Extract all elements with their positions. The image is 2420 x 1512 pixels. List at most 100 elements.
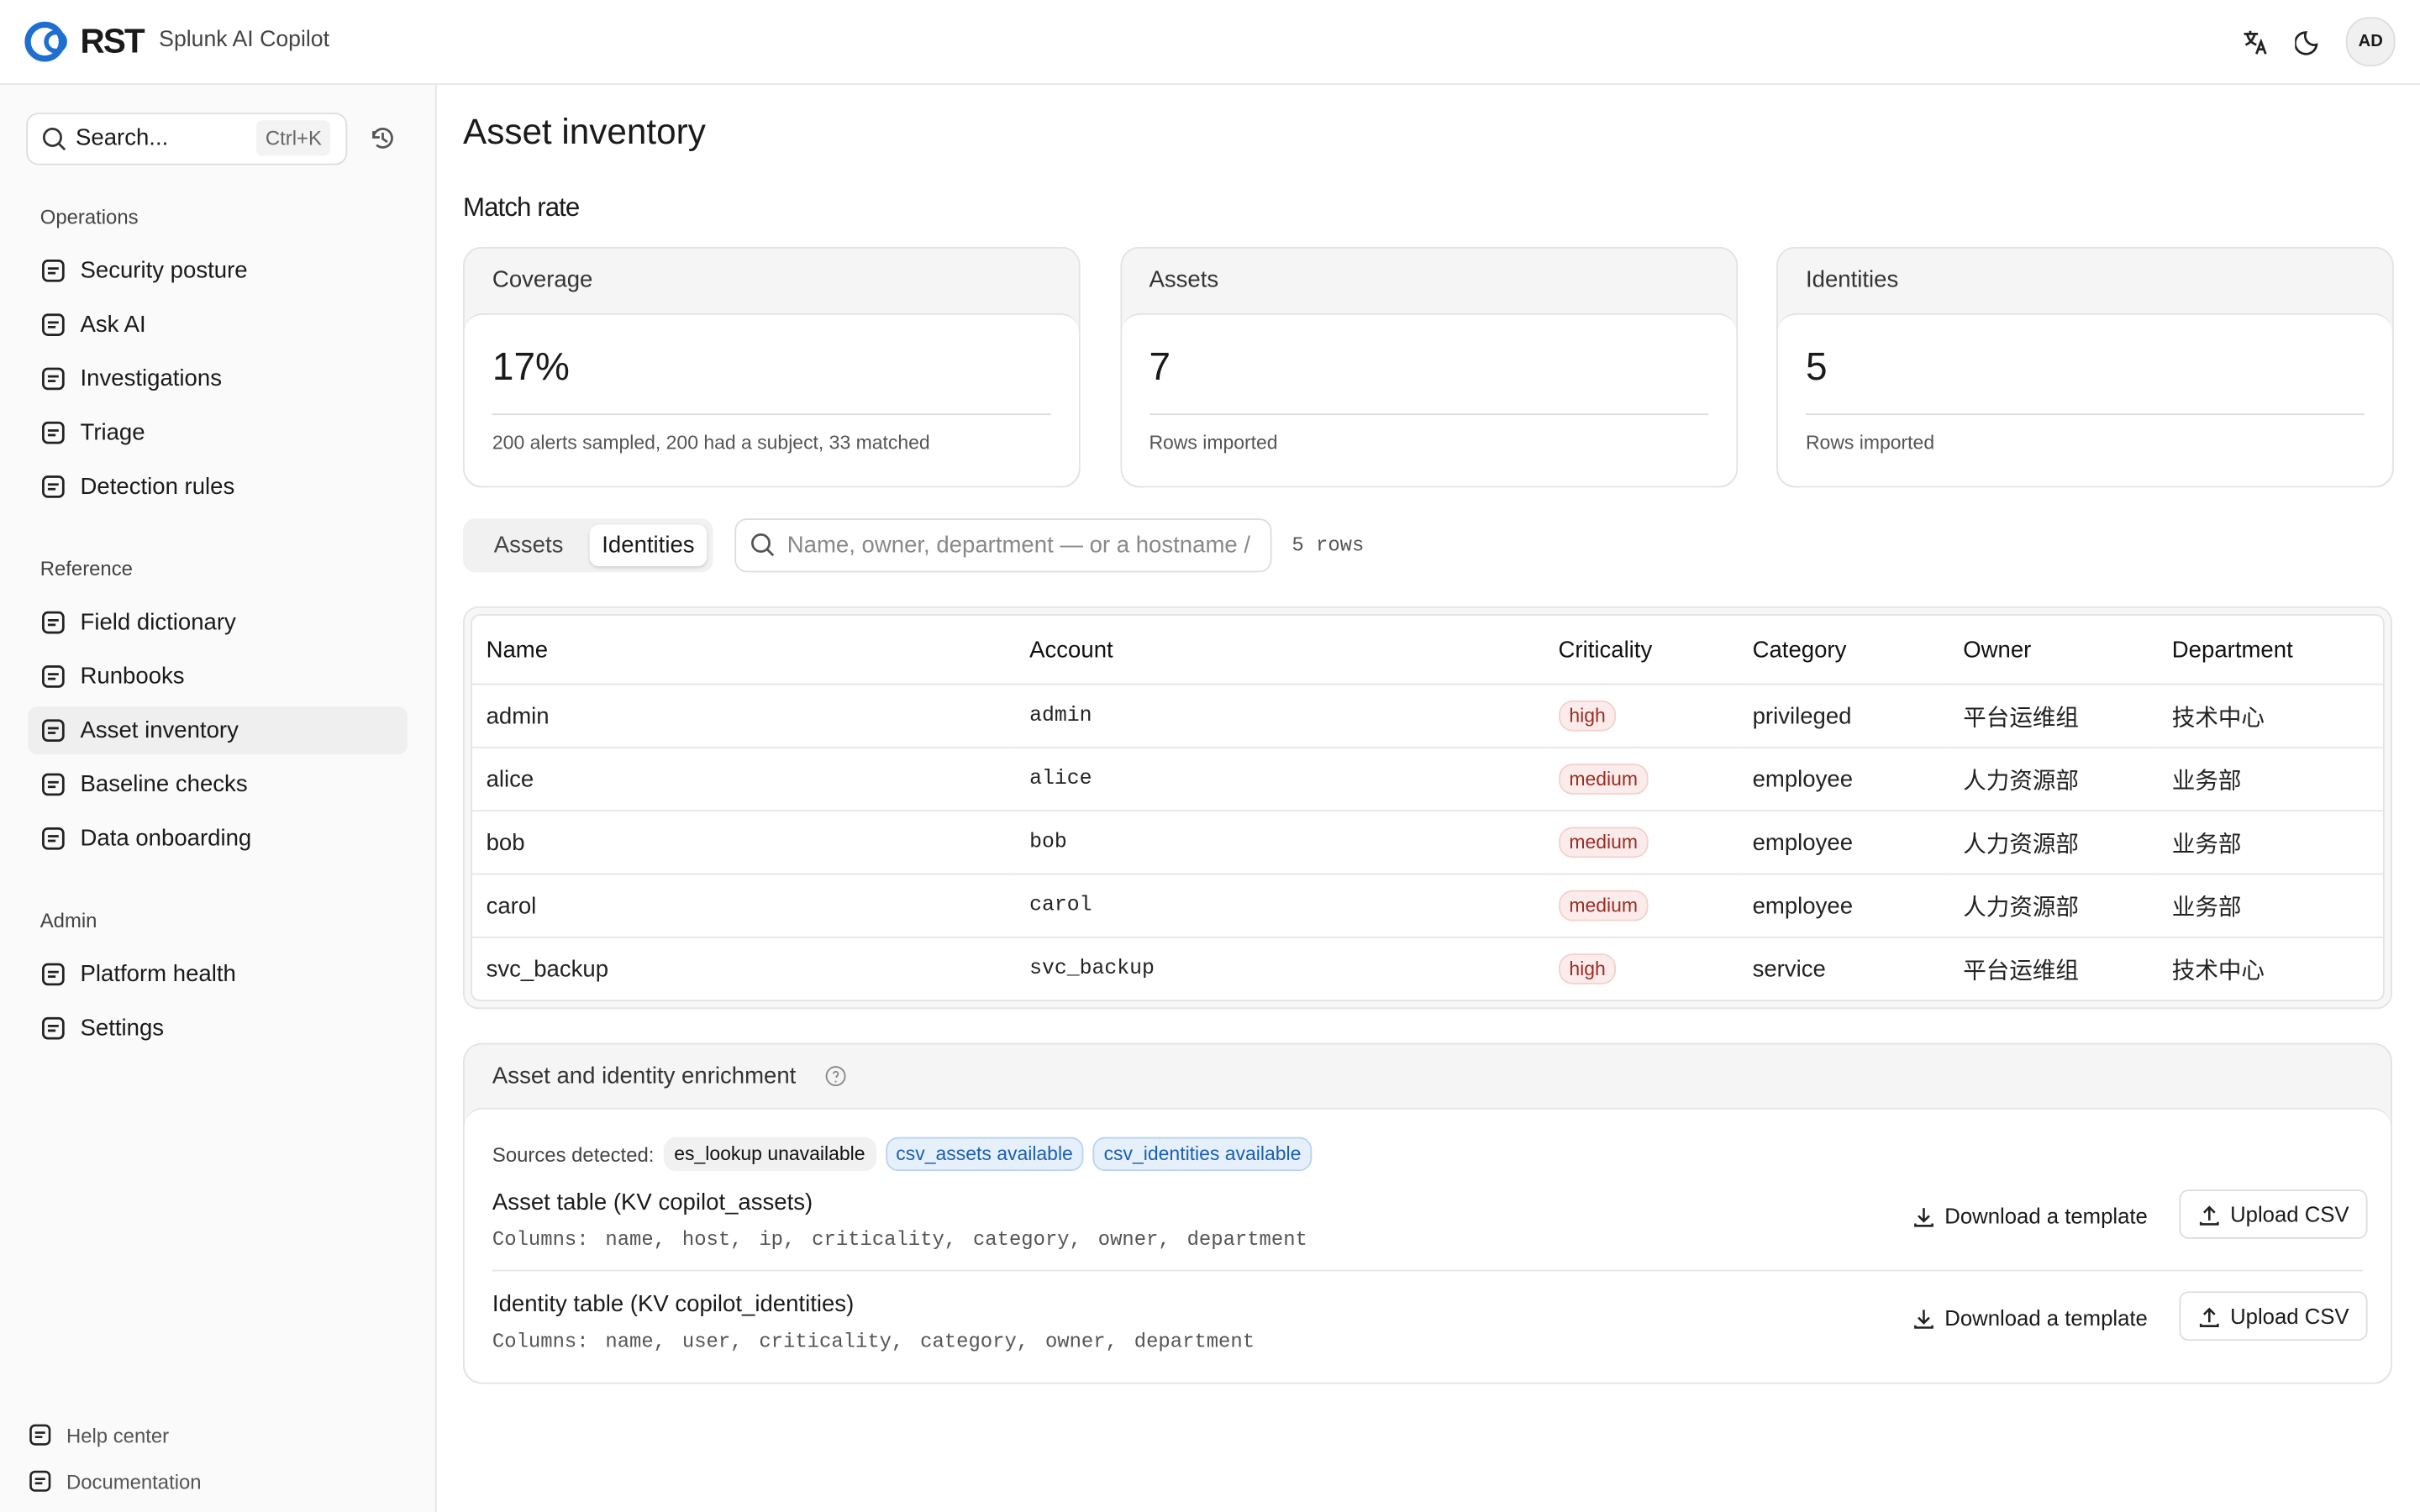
identities-table: Name Account Criticality Category Owner Depar… [472,615,2383,1000]
nav-item[interactable]: Detection rules [28,463,408,511]
nav-icon [42,421,65,444]
cell: 业务部 [2158,811,2383,875]
cell: 技术中心 [2158,684,2383,748]
table-row: bob bob medium employee 人力资源部 业务部 [472,811,2383,875]
nav-section-title: Reference [39,557,133,580]
nav-item[interactable]: Baseline checks [28,761,408,809]
source-badge: csv_assets available [885,1137,1084,1172]
cell: 平台运维组 [1963,957,2079,984]
tab[interactable]: Assets [493,532,564,559]
avatar[interactable]: AD [2345,17,2396,66]
nav-label: Ask AI [80,312,146,339]
cell: 业务部 [2158,874,2383,938]
nav-item[interactable]: Investigations [28,354,408,402]
nav-icon [42,773,65,796]
cell: 平台运维组 [1949,684,2159,748]
cell: high [1544,684,1739,748]
upload-icon [2199,1306,2219,1327]
nav-item[interactable]: Field dictionary [28,599,408,647]
nav-label: Detection rules [80,473,235,501]
nav-icon [42,367,65,391]
nav-label: Field dictionary [80,609,236,636]
theme-button[interactable] [2295,28,2323,55]
search-box[interactable]: Search... Ctrl+K [26,113,348,165]
cell: alice [472,747,1016,812]
nav-item[interactable]: Runbooks [28,653,408,701]
tabs: Assets Identities [463,518,713,573]
nav-item[interactable]: Data onboarding [28,815,408,863]
nav-item[interactable]: Asset inventory [28,706,408,755]
nav-label: Settings [80,1015,165,1042]
nav-item[interactable]: Platform health [28,950,408,998]
nav-item[interactable]: Security posture [28,247,408,295]
cell: high [1544,937,1739,1000]
upload-csv[interactable]: Upload CSV [2179,1291,2368,1341]
cell: 人力资源部 [1949,811,2159,875]
download-template[interactable]: Download a template [1912,1305,2148,1330]
cell: privileged [1739,684,1949,748]
cell: svc_backup [486,955,609,983]
stat-rule [492,413,1051,416]
help-icon[interactable] [824,1064,848,1088]
stat-card: Coverage 17% 200 alerts sampled, 200 had a… [463,246,1081,488]
cell: 人力资源部 [1949,874,2159,938]
upload-icon [2199,1205,2219,1225]
nav-item[interactable]: Settings [28,1005,408,1053]
nav-item[interactable]: Ask AI [28,301,408,349]
language-button[interactable] [2241,28,2269,55]
cell: employee [1739,811,1949,875]
cell: employee [1739,874,1949,938]
cell: service [1752,955,1826,983]
stat-note: Rows imported [1805,432,1935,454]
product-name: Splunk AI Copilot [159,28,330,53]
stat-rule [1149,413,1708,416]
download-label: Download a template [1944,1203,2148,1229]
cell: medium [1544,747,1739,812]
cell: carol [1015,874,1544,938]
cell: medium [1544,811,1739,875]
sources: Sources detected: es_lookup unavailable cs… [492,1137,1313,1172]
nav-icon [29,1470,51,1492]
criticality-pill: medium [1558,827,1649,858]
footer-link[interactable]: Help center [28,1412,202,1458]
nav-label: Data onboarding [80,825,252,852]
download-icon [1914,1207,1933,1226]
cell: employee [1739,747,1949,812]
nav: Operations Security posture Ask AI Investig… [0,205,435,1058]
table-columns: Columns: name, user, criticality, catego… [492,1330,1255,1353]
filter-input[interactable]: Name, owner, department — or a hostname … [734,518,1272,573]
cell: 业务部 [2158,747,2383,812]
nav-icon [29,1424,51,1446]
enrichment-panel: Asset and identity enrichment Sources de… [463,1042,2392,1384]
upload-csv[interactable]: Upload CSV [2179,1189,2368,1239]
nav-label: Baseline checks [80,771,248,798]
stat-rule [1805,413,2365,416]
filter-placeholder: Name, owner, department — or a hostname … [786,532,1251,559]
column-header: Department [2158,615,2383,685]
stat-body: 7 Rows imported [1121,312,1736,486]
nav-item[interactable]: Triage [28,409,408,457]
shortcut: Ctrl+K [255,120,331,156]
enrichment-body: Sources detected: es_lookup unavailable cs… [464,1107,2391,1383]
table-title: Asset table (KV copilot_assets) [492,1189,813,1216]
upload-label: Upload CSV [2230,1304,2349,1329]
stat-note: 200 alerts sampled, 200 had a subject, 3… [492,432,930,454]
logo: RST [80,21,145,60]
table-row: admin admin high privileged 平台运维组 技术中心 [472,684,2383,748]
table-body: admin admin high privileged 平台运维组 技术中心 alice al… [472,684,2383,1000]
cell: bob [1015,811,1544,875]
stat-card: Identities 5 Rows imported [1776,246,2394,488]
download-template[interactable]: Download a template [1912,1204,2148,1228]
table-columns: Columns: name, host, ip, criticality, ca… [492,1228,1307,1252]
cell: alice [1015,747,1544,812]
header: RST Splunk AI Copilot AD [0,0,2420,86]
tab-active[interactable]: Identities [589,524,708,567]
history-button[interactable] [369,125,395,151]
footer-link[interactable]: Documentation [28,1458,202,1504]
sources-label: Sources detected: [492,1142,655,1166]
stat-label: Identities [1805,266,1899,293]
column-header: Category [1739,615,1949,685]
header-row: Name Account Criticality Category Owner Depar… [472,615,2383,685]
search-icon [42,127,66,151]
